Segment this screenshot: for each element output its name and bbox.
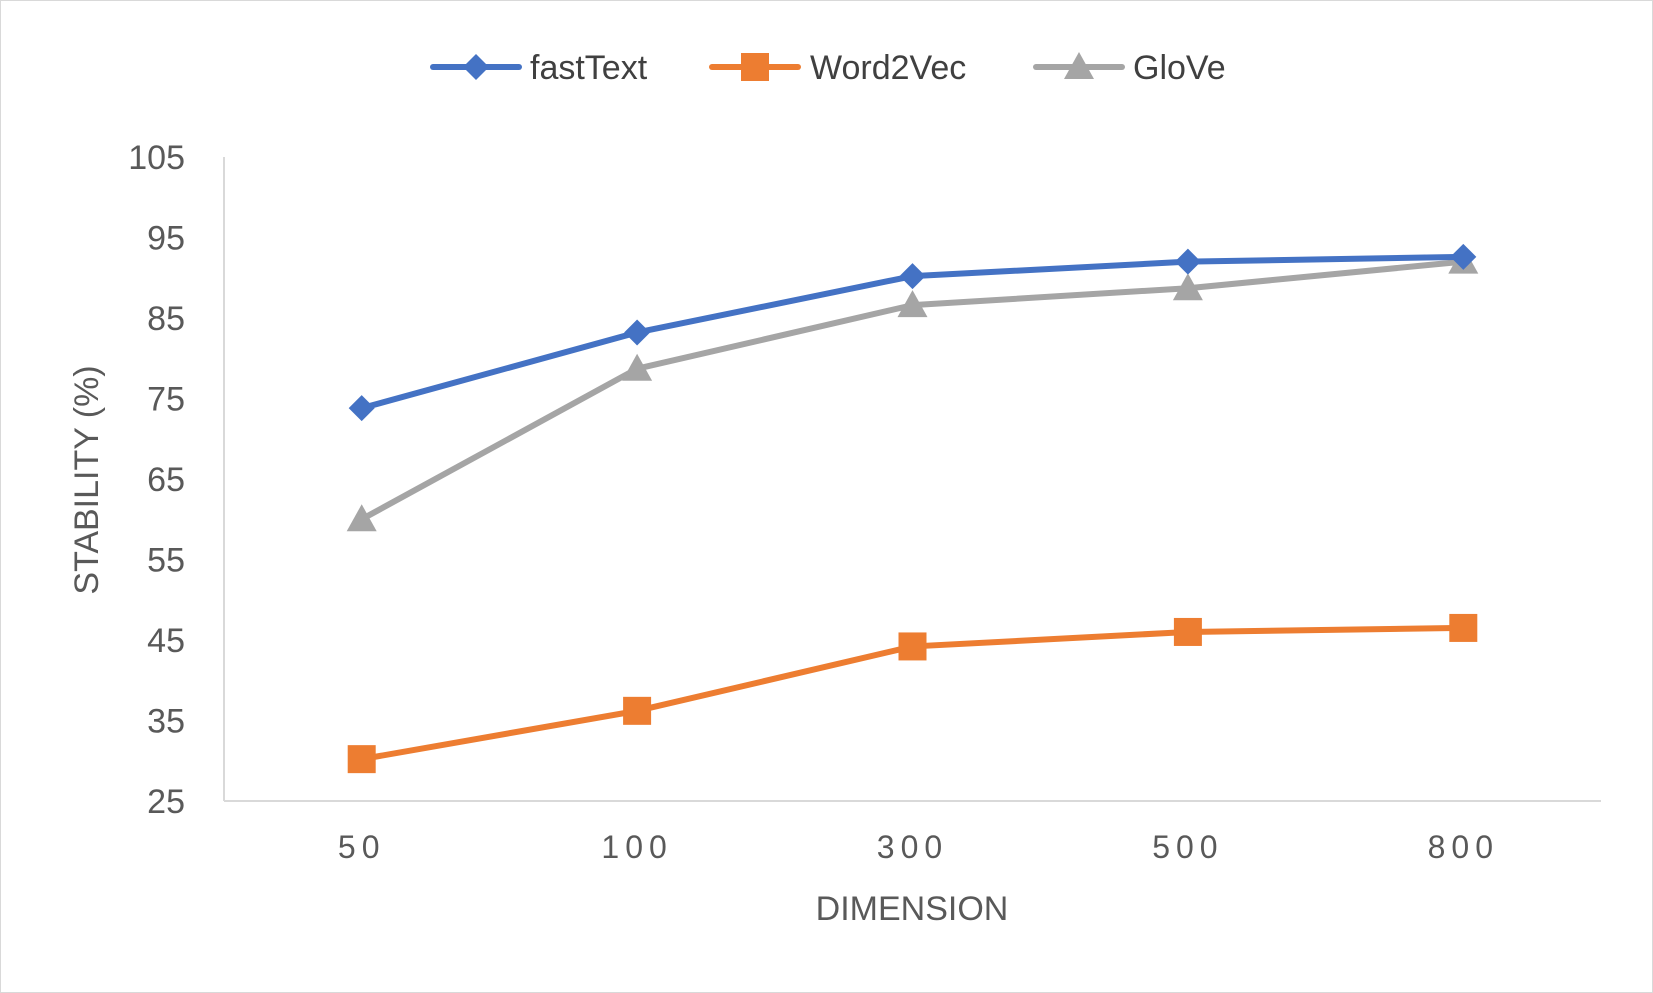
data-point-fasttext	[348, 395, 375, 422]
series-word2vec	[347, 613, 1478, 774]
x-axis-title: DIMENSION	[816, 890, 1009, 928]
legend-label-fasttext: fastText	[530, 49, 648, 87]
data-point-glove	[346, 504, 377, 532]
data-point-fasttext	[1450, 243, 1477, 270]
data-point-glove	[897, 290, 928, 318]
x-tick-label: 300	[877, 829, 948, 865]
y-tick-label: 75	[147, 381, 185, 419]
y-tick-label: 45	[147, 622, 185, 660]
x-tick-label: 50	[338, 829, 386, 865]
y-tick-labels: 25 35 45 55 65 75 85 95 105	[128, 139, 185, 821]
data-point-fasttext	[1174, 248, 1201, 275]
x-tick-label: 800	[1428, 829, 1499, 865]
legend-item-fasttext: fastText	[430, 49, 648, 87]
y-axis-title: STABILITY (%)	[68, 365, 106, 594]
y-tick-label: 105	[128, 139, 185, 177]
x-tick-label: 100	[601, 829, 672, 865]
y-tick-label: 95	[147, 220, 185, 258]
x-tick-labels: 50 100 300 500 800	[338, 829, 1499, 865]
legend-item-word2vec: Word2Vec	[709, 49, 966, 87]
series-layer	[346, 243, 1479, 774]
y-tick-label: 85	[147, 300, 185, 338]
data-point-word2vec	[1173, 617, 1202, 646]
series-fasttext	[348, 243, 1477, 422]
y-tick-label: 55	[147, 542, 185, 580]
data-point-word2vec	[347, 745, 376, 774]
data-point-word2vec	[623, 696, 652, 725]
x-tick-label: 500	[1152, 829, 1223, 865]
data-point-fasttext	[624, 319, 651, 346]
series-glove	[346, 246, 1479, 532]
data-point-glove	[622, 353, 653, 381]
data-point-fasttext	[899, 263, 926, 290]
legend-marker-glove	[1064, 52, 1094, 79]
y-tick-label: 35	[147, 703, 185, 741]
legend: fastText Word2Vec GloVe	[430, 49, 1226, 87]
legend-marker-word2vec	[741, 53, 769, 81]
legend-label-glove: GloVe	[1133, 49, 1226, 87]
data-point-word2vec	[1449, 613, 1478, 642]
legend-marker-fasttext	[463, 54, 489, 80]
y-tick-label: 25	[147, 783, 185, 821]
axes	[223, 157, 1601, 802]
data-point-word2vec	[898, 632, 927, 661]
legend-label-word2vec: Word2Vec	[810, 49, 966, 87]
legend-item-glove: GloVe	[1033, 49, 1226, 87]
y-tick-label: 65	[147, 461, 185, 499]
data-point-glove	[1172, 273, 1203, 301]
